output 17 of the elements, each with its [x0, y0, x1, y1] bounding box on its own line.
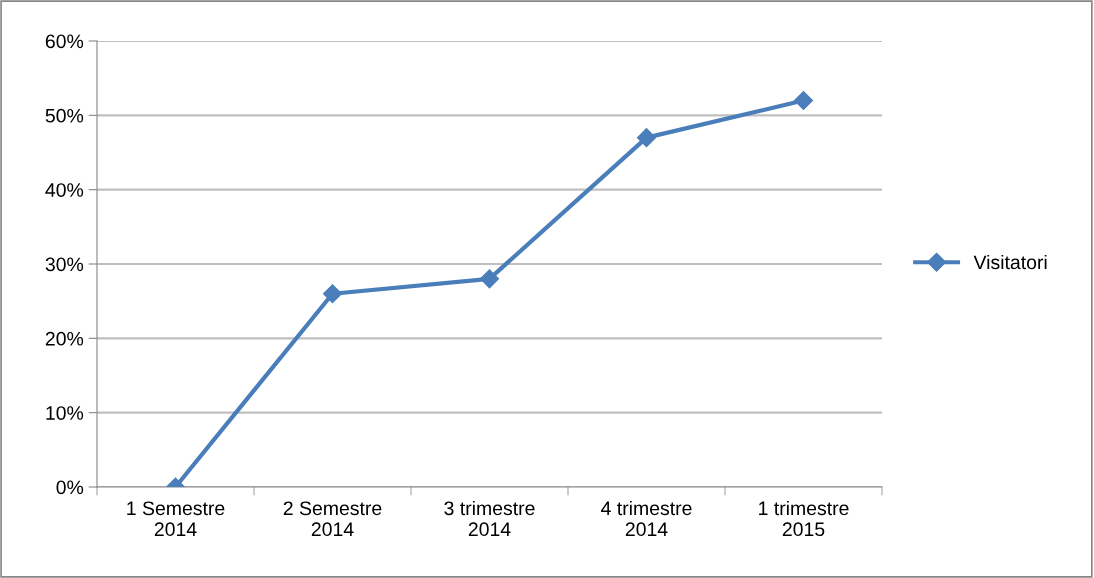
point: [793, 90, 814, 111]
x-tick-label: 1 trimestre 2015: [759, 500, 849, 537]
y-tick-label: 0%: [56, 480, 84, 495]
point: [636, 128, 657, 148]
y-tick-label: 30%: [45, 257, 84, 272]
x-tick-label: 2 Semestre 2014: [283, 501, 382, 537]
legend-label: Visitatori: [973, 254, 1047, 270]
point: [479, 269, 500, 289]
x-tick-label: 3 trimestre 2014: [444, 500, 535, 537]
point: [322, 284, 343, 304]
y-tick-label: 50%: [45, 108, 84, 123]
y-tick-label: 20%: [45, 331, 84, 346]
y-tick-label: 40%: [45, 183, 84, 197]
y-tick-label: 60%: [45, 34, 84, 49]
x-tick-label: 4 trimestre 2014: [601, 500, 692, 537]
y-tick-label: 10%: [46, 406, 84, 420]
x-tick-label: 1 Semestre 2014: [127, 501, 225, 537]
